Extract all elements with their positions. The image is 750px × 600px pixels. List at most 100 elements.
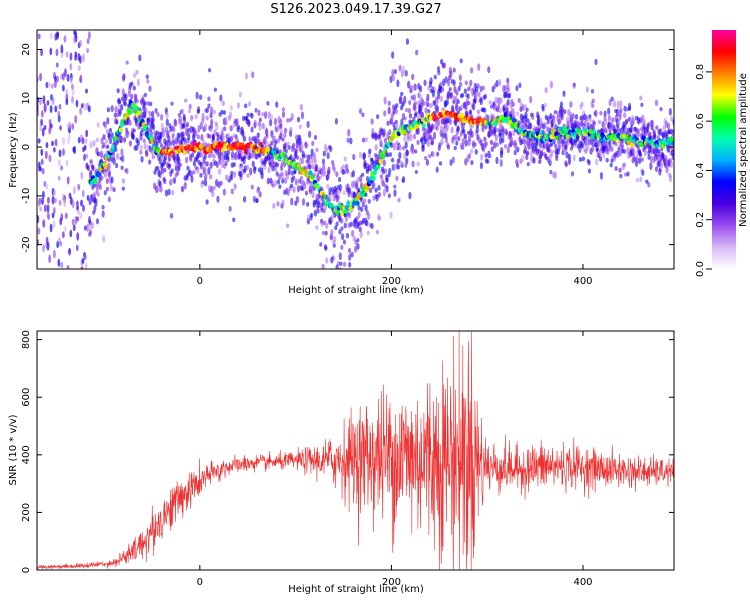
spectrogram-halo-point bbox=[88, 229, 93, 236]
spectrogram-halo-point bbox=[286, 118, 290, 123]
spectrogram-noise-point bbox=[68, 247, 72, 255]
spectrogram-halo-point bbox=[605, 157, 609, 163]
spectrogram-halo-point bbox=[488, 153, 492, 159]
spectrogram-halo-point bbox=[110, 132, 114, 139]
spectrogram-noise-point bbox=[37, 227, 41, 235]
spectrogram-ridge-point bbox=[371, 175, 376, 181]
spectrogram-halo-point bbox=[325, 223, 329, 229]
spectrogram-halo-point bbox=[388, 129, 392, 136]
spectrogram-halo-point bbox=[414, 149, 418, 154]
spectrogram-halo-point bbox=[460, 104, 464, 110]
spectrogram-ridge-point bbox=[220, 147, 226, 153]
spectrogram-halo-point bbox=[346, 168, 350, 174]
spectrogram-halo-point bbox=[529, 95, 533, 104]
spectrogram-halo-point bbox=[524, 111, 528, 120]
spectrogram-noise-point bbox=[52, 220, 56, 229]
spectrogram-halo-point bbox=[435, 105, 440, 114]
spectrogram-noise-point bbox=[80, 103, 84, 109]
spectrogram-halo-point bbox=[436, 119, 441, 127]
spectrogram-ridge-point bbox=[630, 142, 635, 148]
spectrogram-halo-point bbox=[235, 117, 239, 126]
spectrogram-halo-point bbox=[261, 112, 265, 117]
spectrogram-ridge-point bbox=[308, 170, 313, 176]
spectrogram-halo-point bbox=[257, 109, 261, 117]
spectrogram-halo-point bbox=[199, 173, 203, 178]
spectrogram-halo-point bbox=[638, 152, 643, 158]
snr-y-tick-label: 400 bbox=[21, 445, 32, 464]
spectrogram-halo-point bbox=[398, 64, 402, 72]
colorbar-label: Normalized spectral amplitude bbox=[738, 73, 749, 227]
spectrogram-halo-point bbox=[125, 167, 129, 175]
spectrogram-halo-point bbox=[232, 217, 236, 222]
spectrogram-halo-point bbox=[483, 107, 487, 113]
spectrogram-noise-point bbox=[65, 98, 69, 106]
spectrogram-noise-point bbox=[63, 225, 67, 232]
spectrogram-halo-point bbox=[101, 210, 105, 218]
spectrogram-halo-point bbox=[425, 159, 430, 166]
spectrogram-ridge-point bbox=[565, 134, 571, 140]
spectrogram-halo-point bbox=[322, 150, 326, 157]
spectrogram-halo-point bbox=[364, 136, 368, 143]
spectrogram-noise-point bbox=[51, 140, 54, 147]
spectrogram-noise-point bbox=[75, 99, 79, 108]
spectrogram-halo-point bbox=[448, 87, 452, 92]
spectrogram-noise-point bbox=[69, 229, 73, 238]
spectrogram-halo-point bbox=[605, 146, 609, 152]
spectrogram-halo-point bbox=[670, 115, 674, 122]
spectrogram-halo-point bbox=[400, 91, 404, 96]
spectrogram-noise-point bbox=[47, 81, 51, 89]
spectrogram-halo-point bbox=[452, 79, 456, 87]
spectrogram-halo-point bbox=[469, 79, 473, 87]
spectrogram-halo-point bbox=[143, 101, 147, 106]
spectrogram-halo-point bbox=[607, 107, 611, 115]
spectrogram-noise-point bbox=[76, 232, 80, 241]
spectrogram-halo-point bbox=[569, 117, 574, 123]
spectrogram-halo-point bbox=[559, 101, 564, 108]
spectrogram-halo-point bbox=[526, 118, 530, 123]
spectrogram-halo-point bbox=[484, 152, 488, 158]
spectrogram-halo-point bbox=[148, 159, 152, 165]
spectrogram-halo-point bbox=[569, 101, 573, 108]
spectrogram-halo-point bbox=[344, 214, 349, 223]
spectrogram-noise-point bbox=[54, 197, 57, 204]
spectrogram-noise-point bbox=[60, 165, 63, 171]
spectrogram-noise-point bbox=[65, 51, 69, 58]
spectrogram-noise-point bbox=[57, 110, 61, 116]
spectrogram-halo-point bbox=[635, 177, 639, 183]
spectrogram-halo-point bbox=[404, 69, 408, 77]
spectrogram-halo-point bbox=[212, 109, 216, 115]
spectrogram-points bbox=[37, 30, 674, 269]
spectrogram-halo-point bbox=[388, 152, 393, 157]
spectrogram-noise-point bbox=[71, 95, 74, 104]
spectrogram-halo-point bbox=[142, 138, 146, 144]
spectrogram-halo-point bbox=[453, 146, 457, 151]
spectrogram-halo-point bbox=[177, 156, 181, 165]
snr-x-tick-label: 400 bbox=[573, 577, 592, 588]
spectrogram-noise-point bbox=[55, 62, 59, 68]
spectrogram-halo-point bbox=[361, 112, 365, 118]
spectrogram-halo-point bbox=[476, 83, 480, 89]
spectrogram-halo-point bbox=[626, 171, 630, 177]
spectrogram-halo-point bbox=[595, 158, 599, 166]
spectrogram-halo-point bbox=[103, 122, 108, 129]
spectrogram-halo-point bbox=[421, 100, 425, 107]
spectrogram-halo-point bbox=[289, 183, 294, 189]
spectrogram-halo-point bbox=[594, 58, 598, 66]
spectrogram-halo-point bbox=[572, 154, 576, 162]
spectrogram-halo-point bbox=[222, 188, 226, 196]
spectrogram-halo-point bbox=[174, 137, 178, 145]
spectrogram-halo-point bbox=[553, 171, 557, 180]
spectrogram-ridge-point bbox=[118, 127, 123, 133]
spectrogram-halo-point bbox=[178, 162, 182, 167]
spectrogram-halo-point bbox=[503, 144, 508, 149]
spectrogram-noise-point bbox=[57, 258, 61, 268]
spectrogram-halo-point bbox=[585, 86, 590, 93]
spectrogram-halo-point bbox=[326, 152, 330, 160]
spectrogram-halo-point bbox=[271, 155, 275, 160]
spectrogram-halo-point bbox=[560, 112, 564, 120]
spectrogram-halo-point bbox=[377, 215, 382, 221]
spectrogram-halo-point bbox=[211, 189, 215, 198]
spectrogram-halo-point bbox=[470, 160, 474, 166]
spectrogram-halo-point bbox=[495, 156, 499, 165]
spectrogram-halo-point bbox=[338, 252, 342, 261]
